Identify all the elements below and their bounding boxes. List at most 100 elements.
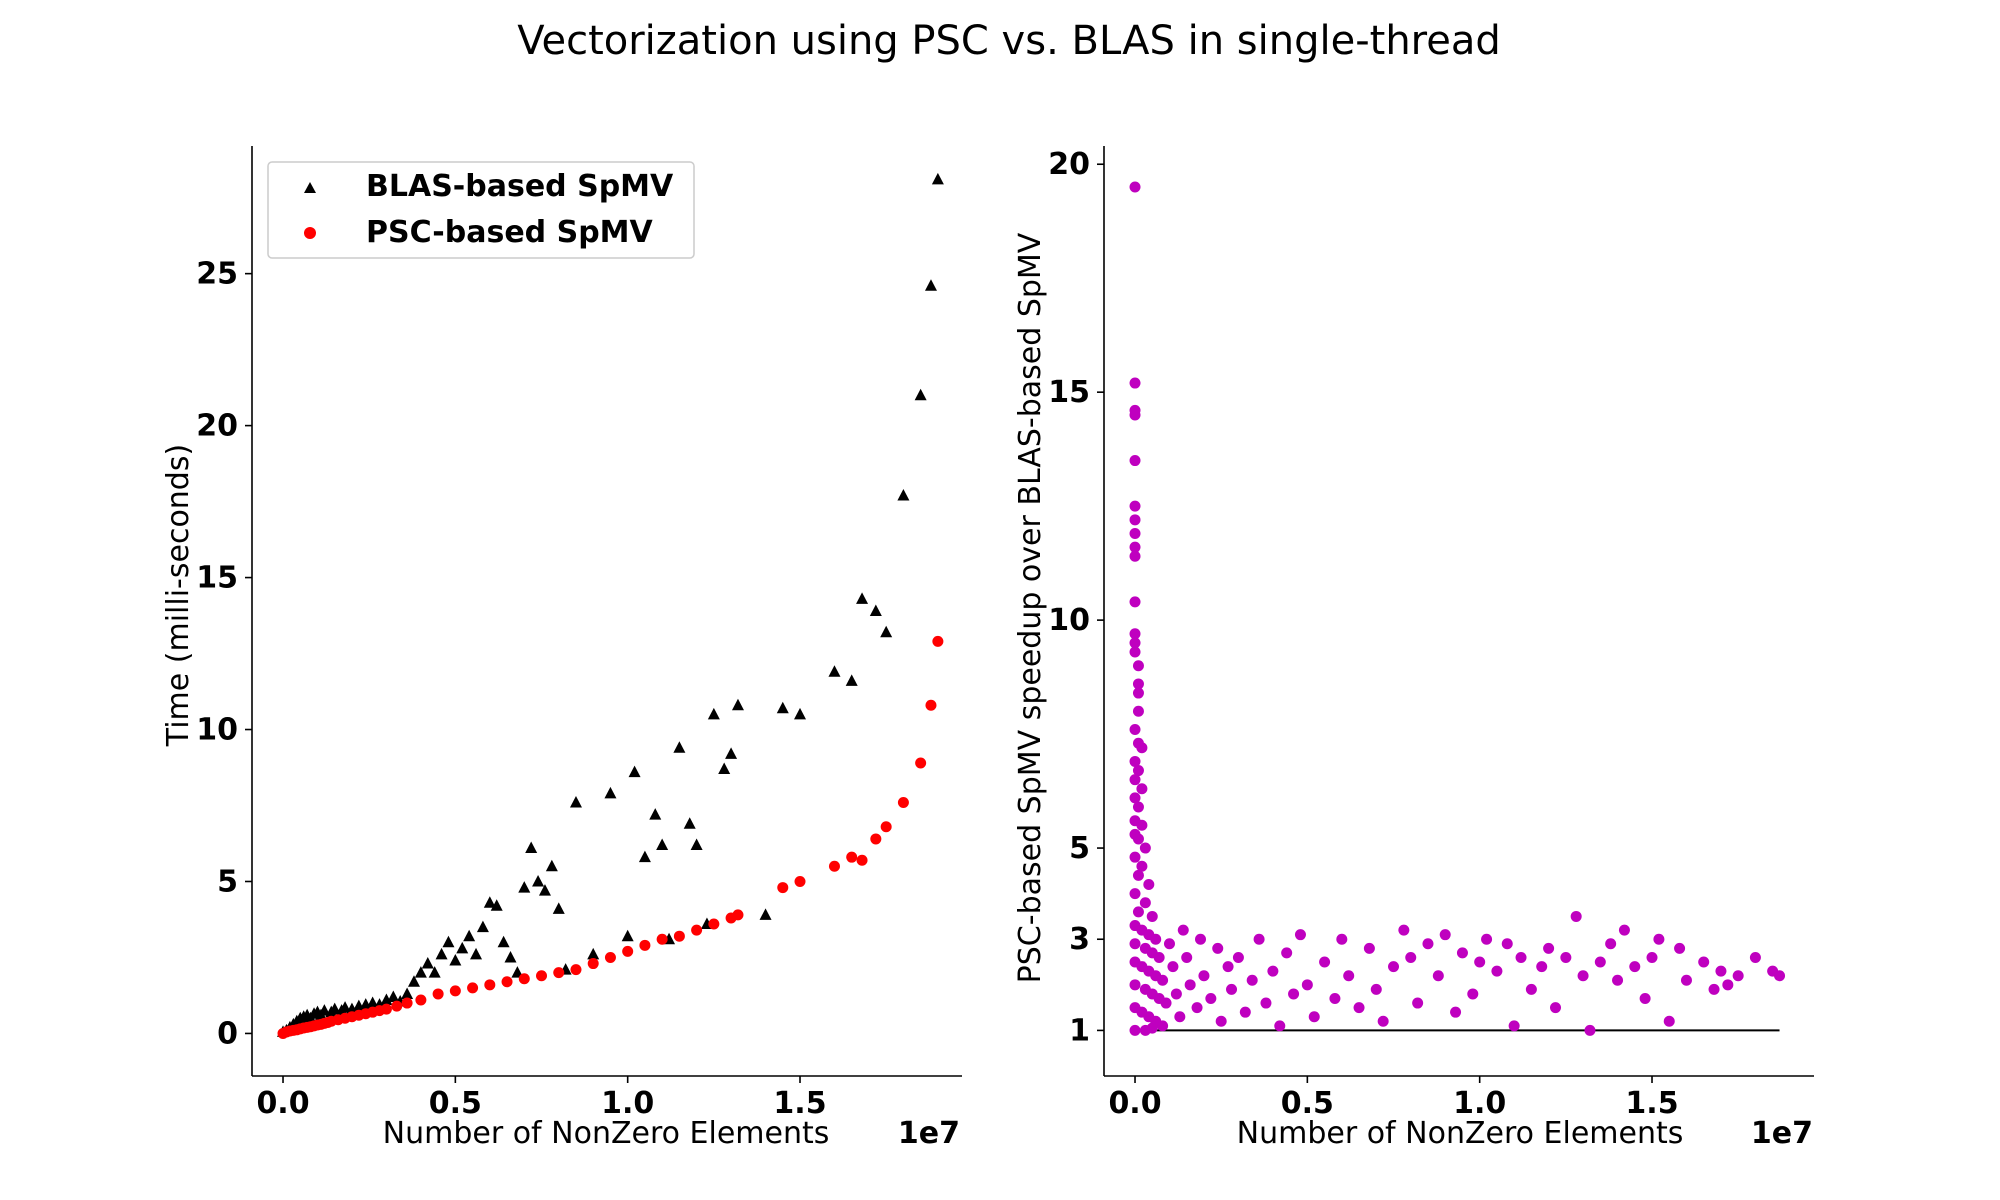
chart-time: 0.0 0.5 1.0 1.5 0 5 10 15 20 25 Number of NonZero… [161,146,962,1151]
chart-speedup-series-0-point [1432,970,1444,982]
chart-time-series-0-point [587,947,600,960]
chart-time-series-0-point [318,1004,331,1016]
chart-time-x-tick-label: 0.5 [429,1086,482,1121]
chart-time-series-0-point [897,489,910,501]
chart-time-series-0-point [442,935,455,948]
chart-speedup-axes: 0.0 0.5 1.0 1.5 1 3 5 10 15 20 [1048,146,1814,1121]
chart-time-series-0-point [504,950,517,963]
chart-time-series-0-point [490,899,503,911]
chart-speedup-series-0-point [1774,970,1786,982]
chart-time-series-0-point [401,987,414,999]
chart-speedup-series-0-point [1467,988,1479,1000]
chart-time-series-0-point [532,874,545,887]
chart-time-series-0-point [387,990,400,1002]
chart-speedup-series-0-point [1550,1002,1562,1014]
chart-time-series-1-point [777,882,789,894]
chart-speedup-series-0-point [1398,924,1410,936]
chart-speedup-series-0-point [1584,1024,1596,1036]
chart-time-series-1-point [622,945,634,957]
chart-time-series-0-point [407,975,420,987]
chart-speedup-series-0-point [1129,724,1141,736]
chart-time-series-0-point [345,1002,358,1015]
chart-speedup-series-0-point [1129,514,1141,526]
chart-speedup-series-0-point [1198,970,1210,982]
chart-speedup-series-0-point [1129,888,1141,900]
chart-time-y-tick-label: 25 [196,257,238,292]
chart-time-y-tick-label: 5 [217,864,238,899]
chart-speedup-series-0-point [1153,951,1165,963]
chart-time-series-1-point [639,939,651,951]
chart-time-series-1-point [656,933,668,945]
chart-time-x-tick-label: 1.5 [773,1086,826,1121]
chart-time-series-0-point [621,929,634,942]
chart-speedup-series-0-point [1129,851,1141,863]
chart-time-series-1-point [880,821,892,833]
chart-time-series-0-point [569,795,582,808]
chart-time-series-0-point [718,762,731,775]
chart-speedup-series-0-point [1136,819,1148,831]
chart-speedup-series-0-point [1184,979,1196,991]
chart-speedup-y-axis-label: PSC-based SpMV speedup over BLAS-based S… [1013,232,1048,983]
chart-speedup-series-0-point [1639,993,1651,1004]
chart-speedup-series-0-point [1663,1015,1675,1027]
chart-speedup-series-0-point [1132,906,1144,918]
chart-time-series-0-point [339,1001,352,1013]
chart-speedup-y-tick-label: 20 [1048,147,1090,182]
chart-time-series-0-point [683,817,696,829]
chart-time-series-1-point [518,973,530,985]
chart-speedup-series-0-point [1353,1002,1365,1014]
legend-blas-label: BLAS-based SpMV [366,169,674,204]
chart-speedup-series-0-point [1370,983,1382,995]
chart-time-series-1-point [932,635,944,647]
chart-time-series-0-point [776,701,789,714]
chart-speedup-series-0-point [1343,970,1355,982]
chart-speedup-series-0-point [1191,1002,1203,1014]
chart-speedup-series-0-point [1646,951,1658,963]
chart-speedup-series-0-point [1260,997,1272,1009]
chart-time-series-0-point [880,625,893,638]
chart-time-marks [277,172,944,1039]
chart-time-series-0-point [483,896,496,908]
chart-speedup-series-0-point [1139,842,1151,854]
figure-title: Vectorization using PSC vs. BLAS in sing… [517,18,1501,64]
chart-speedup-series-0-point [1288,988,1300,1000]
chart-speedup-series-0-point [1336,933,1348,945]
chart-time-y-tick-label: 10 [196,713,238,748]
chart-time-y-tick-label: 0 [217,1016,238,1051]
chart-speedup-series-0-point [1129,596,1141,608]
chart-speedup-series-0-point [1132,678,1144,690]
chart-time-series-1-point [536,970,548,982]
chart-speedup-series-0-point [1212,942,1224,954]
chart-speedup-series-0-point [1680,974,1692,986]
chart-speedup-series-0-point [1629,961,1641,973]
chart-speedup-series-0-point [1536,961,1548,973]
chart-speedup-series-0-point [1129,646,1141,658]
chart-speedup-series-0-point [1132,833,1144,845]
chart-speedup-x-tick-label: 1.5 [1625,1086,1678,1121]
chart-speedup-series-0-point [1157,974,1169,986]
chart-time-series-0-point [794,707,807,720]
chart-speedup-series-0-point [1136,742,1148,754]
chart-time-series-1-point [708,918,720,930]
chart-time-series-0-point [414,966,427,978]
chart-speedup-x-tick-label: 0.0 [1108,1086,1161,1121]
chart-time-series-1-point [846,851,858,863]
chart-speedup-series-0-point [1132,801,1144,813]
chart-time-series-0-point [525,841,538,854]
chart-time-series-0-point [731,698,744,711]
chart-speedup-series-0-point [1132,765,1144,777]
chart-time-series-0-point [914,388,927,401]
chart-speedup-series-0-point [1319,956,1331,968]
chart-time-series-1-point [925,699,937,711]
chart-time-series-0-point [604,786,617,799]
chart-speedup-series-0-point [1143,879,1155,891]
chart-speedup-series-0-point [1612,974,1624,986]
chart-time-series-1-point [484,979,496,991]
chart-time-x-tick-label: 1.0 [601,1086,654,1121]
chart-speedup-series-0-point [1239,1006,1251,1018]
chart-speedup-series-0-point [1205,993,1217,1004]
chart-speedup-series-0-point [1136,783,1148,795]
chart-time-series-0-point [518,881,531,893]
chart-speedup-series-0-point [1560,951,1572,963]
